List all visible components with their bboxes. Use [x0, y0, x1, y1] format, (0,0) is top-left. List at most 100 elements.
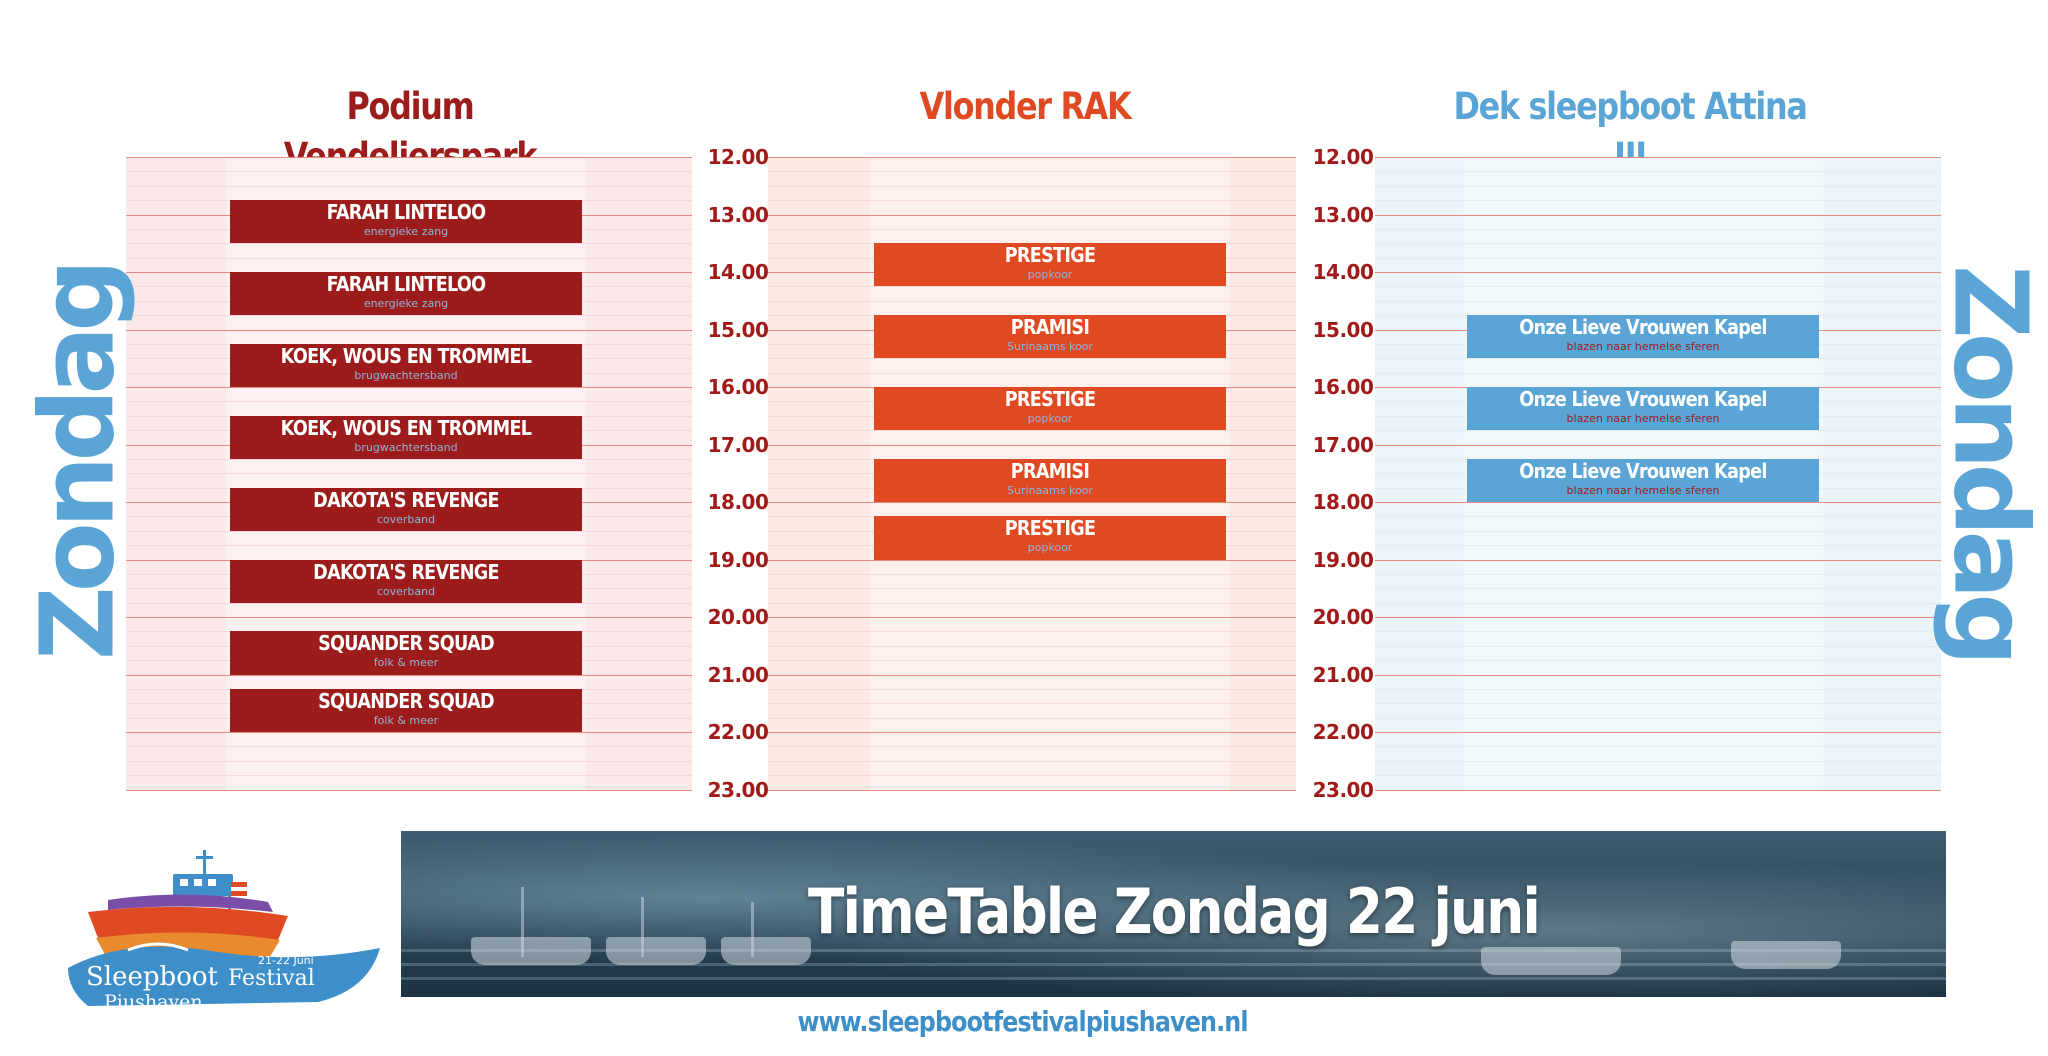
quarter-gridline	[768, 760, 1296, 762]
performance-slot[interactable]: PRESTIGE popkoor	[874, 516, 1226, 560]
time-label: 13.00	[1312, 202, 1374, 227]
performance-slot[interactable]: Onze Lieve Vrouwen Kapel blazen naar heme…	[1467, 458, 1819, 502]
quarter-gridline	[768, 430, 1296, 432]
performer-name: PRESTIGE	[1004, 243, 1096, 268]
hour-gridline	[768, 502, 1296, 503]
hour-gridline	[1375, 444, 1941, 446]
hour-gridline	[1375, 559, 1941, 561]
quarter-gridline	[126, 775, 692, 777]
hour-gridline	[768, 214, 1296, 216]
performer-description: energieke zang	[363, 225, 449, 239]
stage-title-vlonder: Vlonder RAK	[919, 85, 1132, 128]
performer-name: Onze Lieve Vrouwen Kapel	[1519, 387, 1767, 411]
performance-slot[interactable]: Onze Lieve Vrouwen Kapel blazen naar heme…	[1467, 315, 1819, 359]
performance-slot[interactable]: PRAMISI Surinaams koor	[874, 315, 1226, 359]
quarter-gridline	[768, 660, 1296, 662]
performer-description: coverband	[376, 512, 436, 526]
quarter-gridline	[768, 703, 1296, 705]
time-label: 17.00	[1312, 432, 1374, 457]
performance-slot[interactable]: KOEK, WOUS EN TROMMEL brugwachtersband	[230, 415, 582, 459]
stage-title-dek: Dek sleepboot Attina III	[1453, 85, 1807, 178]
hour-gridline	[768, 732, 1296, 733]
hour-gridline	[1375, 789, 1941, 791]
performance-slot[interactable]: DAKOTA'S REVENGE coverband	[230, 559, 582, 603]
quarter-gridline	[1375, 171, 1941, 173]
performer-description: folk & meer	[373, 656, 439, 670]
quarter-gridline	[1375, 746, 1941, 748]
performer-description: coverband	[376, 584, 436, 598]
quarter-gridline	[1375, 243, 1941, 245]
quarter-gridline	[1375, 372, 1941, 374]
hour-gridline	[1375, 502, 1941, 503]
quarter-gridline	[1375, 631, 1941, 633]
hour-gridline	[768, 444, 1296, 446]
hour-gridline	[1375, 157, 1941, 158]
quarter-gridline	[768, 185, 1296, 187]
quarter-gridline	[1375, 545, 1941, 547]
performer-name: Onze Lieve Vrouwen Kapel	[1519, 458, 1767, 483]
performer-name: DAKOTA'S REVENGE	[313, 487, 499, 512]
quarter-gridline	[768, 300, 1296, 302]
time-label: 17.00	[707, 432, 769, 457]
quarter-gridline	[768, 631, 1296, 633]
logo-text-sleepboot: Sleepboot	[86, 962, 218, 992]
quarter-gridline	[126, 458, 692, 460]
day-label-text-left: Zondag	[18, 264, 138, 660]
performer-name: SQUANDER SQUAD	[318, 631, 495, 656]
quarter-gridline	[768, 645, 1296, 647]
performance-slot[interactable]: PRESTIGE popkoor	[874, 243, 1226, 287]
quarter-gridline	[126, 746, 692, 748]
time-label: 23.00	[707, 777, 769, 802]
quarter-gridline	[1375, 185, 1941, 187]
performer-description: folk & meer	[373, 713, 439, 727]
performer-description: popkoor	[1027, 412, 1073, 425]
quarter-gridline	[126, 315, 692, 317]
quarter-gridline	[1375, 760, 1941, 762]
quarter-gridline	[768, 717, 1296, 719]
quarter-gridline	[1375, 286, 1941, 288]
quarter-gridline	[1375, 588, 1941, 590]
hour-gridline	[768, 617, 1296, 618]
hour-gridline	[126, 387, 692, 388]
time-label: 23.00	[1312, 777, 1374, 802]
quarter-gridline	[1375, 660, 1941, 662]
performance-slot[interactable]: FARAH LINTELOO energieke zang	[230, 272, 582, 316]
hour-gridline	[1375, 732, 1941, 733]
performer-name: PRESTIGE	[1004, 516, 1096, 541]
performance-slot[interactable]: DAKOTA'S REVENGE coverband	[230, 487, 582, 531]
time-label: 16.00	[707, 375, 769, 399]
performer-name: Onze Lieve Vrouwen Kapel	[1519, 315, 1767, 340]
performance-slot[interactable]: PRAMISI Surinaams koor	[874, 458, 1226, 502]
quarter-gridline	[768, 688, 1296, 690]
performance-slot[interactable]: PRESTIGE popkoor	[874, 387, 1226, 431]
quarter-gridline	[768, 602, 1296, 604]
quarter-gridline	[126, 760, 692, 762]
quarter-gridline	[1375, 703, 1941, 705]
time-label: 20.00	[707, 605, 769, 629]
quarter-gridline	[1375, 228, 1941, 230]
performance-slot[interactable]: SQUANDER SQUAD folk & meer	[230, 688, 582, 732]
logo-text-dates: 21-22 Juni	[258, 954, 314, 967]
performance-slot[interactable]: SQUANDER SQUAD folk & meer	[230, 631, 582, 675]
quarter-gridline	[1375, 516, 1941, 518]
performer-name: PRESTIGE	[1004, 387, 1096, 411]
performer-description: blazen naar hemelse sferen	[1566, 412, 1720, 425]
performer-description: energieke zang	[363, 297, 449, 310]
time-label: 18.00	[1312, 490, 1374, 514]
performer-description: Surinaams koor	[1007, 483, 1093, 497]
hour-gridline	[1375, 272, 1941, 273]
day-label-text-right: Zondag	[1930, 264, 2048, 660]
quarter-gridline	[1375, 530, 1941, 532]
quarter-gridline	[1375, 573, 1941, 575]
quarter-gridline	[768, 775, 1296, 777]
website-url[interactable]: www.sleepbootfestivalpiushaven.nl	[797, 1005, 1249, 1038]
day-label-left: Zondag	[18, 264, 137, 660]
performance-slot[interactable]: KOEK, WOUS EN TROMMEL brugwachtersband	[230, 343, 582, 387]
logo-text-piushaven: Piushaven	[104, 991, 203, 1013]
quarter-gridline	[126, 401, 692, 403]
time-label: 14.00	[707, 260, 769, 284]
quarter-gridline	[1375, 775, 1941, 777]
quarter-gridline	[126, 257, 692, 259]
performance-slot[interactable]: Onze Lieve Vrouwen Kapel blazen naar heme…	[1467, 387, 1819, 431]
performance-slot[interactable]: FARAH LINTELOO energieke zang	[230, 200, 582, 244]
